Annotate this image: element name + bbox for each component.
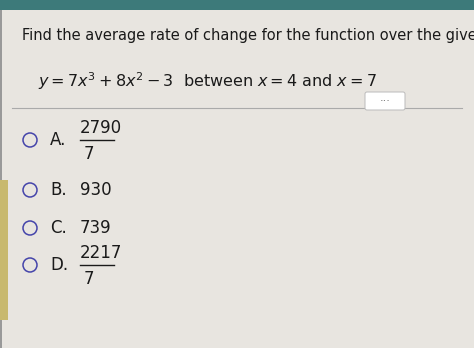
Text: ···: ··· — [380, 96, 391, 106]
Text: 2790: 2790 — [80, 119, 122, 137]
Text: Find the average rate of change for the function over the given interval.: Find the average rate of change for the … — [22, 28, 474, 43]
Text: 739: 739 — [80, 219, 111, 237]
Text: A.: A. — [50, 131, 66, 149]
Bar — [0, 0, 474, 10]
Text: C.: C. — [50, 219, 67, 237]
Text: $y = 7x^3 + 8x^2 - 3$  between $x = 4$ and $x = 7$: $y = 7x^3 + 8x^2 - 3$ between $x = 4$ an… — [38, 70, 377, 92]
Bar — [0, 180, 8, 320]
Text: B.: B. — [50, 181, 67, 199]
Text: 2217: 2217 — [80, 244, 122, 262]
Text: 930: 930 — [80, 181, 111, 199]
Text: 7: 7 — [84, 270, 94, 288]
Text: D.: D. — [50, 256, 68, 274]
Bar — [0, 0, 2, 348]
FancyBboxPatch shape — [365, 92, 405, 110]
Text: 7: 7 — [84, 145, 94, 163]
